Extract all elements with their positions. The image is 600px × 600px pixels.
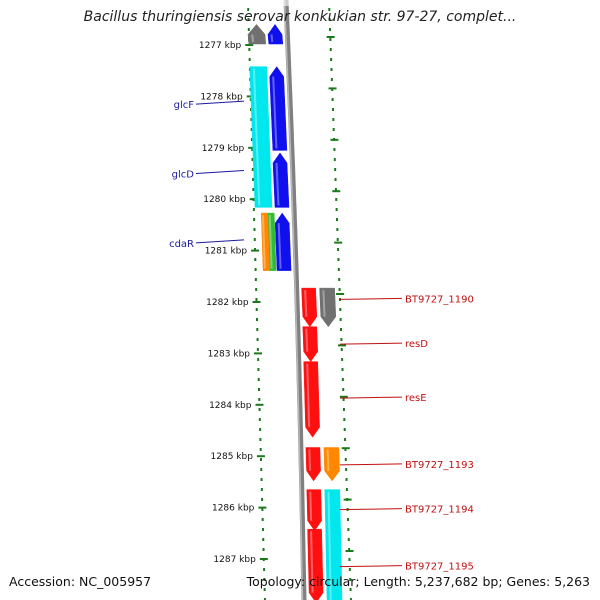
gene-label: resD [405, 339, 428, 350]
gene-highlight [308, 449, 312, 471]
gene-highlight [306, 363, 311, 428]
gene-features [240, 0, 343, 600]
callout-line [339, 297, 403, 300]
gene-label: glcD [172, 170, 195, 181]
gene-highlight [270, 34, 274, 43]
gene-highlight [304, 290, 308, 317]
gene-bt9727_1190 [319, 287, 337, 328]
gene-gray-left [247, 24, 267, 45]
tick-label: 1280 kbp [203, 195, 246, 205]
gene-highlight [326, 449, 330, 471]
gene-label: BT9727_1194 [405, 505, 474, 516]
callout-line [195, 170, 245, 174]
callout-line [195, 239, 245, 244]
gene-1190-red [301, 287, 318, 328]
callout-line [339, 508, 403, 511]
tick-label: 1282 kbp [206, 298, 249, 308]
gene-label: BT9727_1193 [405, 460, 474, 471]
gene-highlight [268, 215, 273, 269]
gene-label: BT9727_1190 [405, 294, 474, 305]
gene-glcf [269, 66, 288, 151]
gene-highlight [310, 531, 314, 593]
tick-label: 1287 kbp [213, 555, 256, 565]
tick-label: 1285 kbp [211, 452, 254, 462]
accession-text: Accession: NC_005957 [9, 574, 152, 589]
gene-highlight [251, 34, 255, 43]
backbone-line [283, 0, 307, 600]
backbone-highlight [283, 0, 304, 600]
tick-label: 1277 kbp [199, 41, 242, 51]
gene-highlight [261, 215, 266, 269]
callout-line [339, 396, 403, 399]
tick-label: 1281 kbp [205, 247, 248, 257]
callout-line [339, 463, 403, 466]
gene-labels: glcF glcD cdaR BT9727_1190 resD resE BT9727_11… [169, 100, 474, 573]
gene-cdar [274, 212, 292, 271]
tick-label: 1279 kbp [202, 144, 245, 154]
gene-highlight [322, 290, 326, 317]
gene-highlight [275, 162, 280, 206]
gene-highlight [277, 223, 282, 269]
backbone-layer [283, 0, 307, 600]
gene-label: BT9727_1195 [405, 562, 474, 573]
gene-label: glcF [174, 100, 195, 111]
topology-text: Topology: circular; Length: 5,237,682 bp… [246, 574, 590, 589]
callout-line [195, 100, 245, 105]
gene-highlight [272, 76, 278, 149]
gene-glcd [272, 152, 290, 208]
top-fade [240, 0, 340, 6]
gene-highlight [309, 491, 313, 521]
gene-bt9727_1193 [323, 447, 340, 482]
gene-highlight [305, 328, 309, 352]
gene-1194-cyan [324, 489, 343, 600]
gene-resd [302, 326, 318, 363]
gene-label: resE [405, 393, 427, 404]
gene-glcf-cyan [249, 66, 273, 208]
tick-label: 1283 kbp [208, 349, 251, 359]
gene-1193-red [305, 447, 321, 482]
gene-bt9727_1195 [307, 528, 324, 600]
tick-label: 1286 kbp [212, 504, 255, 514]
map-title: Bacillus thuringiensis serovar konkukian… [83, 9, 517, 25]
gene-blue-top [267, 23, 284, 45]
tick-label: 1278 kbp [200, 92, 243, 102]
gene-cdar-green [267, 212, 277, 271]
gene-label: cdaR [169, 239, 194, 250]
gene-highlight [252, 68, 261, 206]
gene-bt9727_1194 [306, 489, 322, 532]
gene-highlight [327, 491, 332, 600]
callout-line [339, 565, 403, 568]
tick-label: 1284 kbp [209, 401, 252, 411]
gene-rese [303, 361, 320, 438]
callout-line [339, 342, 403, 345]
